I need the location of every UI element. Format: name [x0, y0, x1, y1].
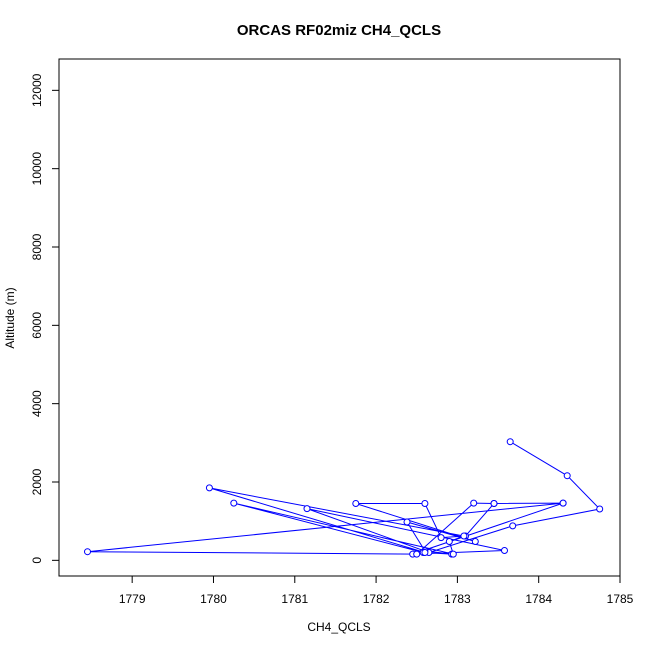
x-tick-label: 1783 [444, 592, 471, 606]
data-point [449, 550, 457, 558]
data-point [460, 532, 468, 540]
data-point [230, 499, 238, 507]
data-point [352, 500, 360, 507]
data-point [490, 500, 498, 507]
data-point [563, 472, 571, 480]
y-axis-label: Altitude (m) [3, 287, 17, 348]
data-point [403, 518, 411, 526]
series-layer [84, 438, 604, 558]
plot-frame [58, 58, 621, 577]
y-tick-label: 12000 [30, 73, 44, 107]
series-line [87, 441, 601, 555]
y-tick-label: 8000 [30, 233, 44, 260]
x-axis-label: CH4_QCLS [307, 620, 370, 634]
data-point [421, 500, 429, 507]
y-tick-label: 6000 [30, 312, 44, 339]
data-point [413, 550, 421, 558]
data-point [471, 538, 479, 545]
data-point [421, 549, 429, 556]
y-tick-label: 10000 [30, 152, 44, 186]
data-point [445, 538, 453, 545]
data-point [437, 534, 445, 542]
y-tick-label: 4000 [30, 390, 44, 417]
data-point [501, 547, 508, 554]
chart-title: ORCAS RF02miz CH4_QCLS [237, 22, 441, 39]
data-point [84, 548, 91, 556]
data-point [470, 499, 478, 507]
data-point [559, 499, 567, 507]
x-tick-label: 1779 [119, 592, 146, 606]
data-point [596, 505, 604, 513]
x-tick-label: 1781 [281, 592, 308, 606]
x-axis: 1779 1780 1781 1782 1783 1784 1785 [119, 575, 634, 606]
data-point [205, 484, 213, 492]
y-tick-label: 0 [30, 557, 44, 564]
data-point [506, 438, 514, 446]
y-axis: 0 2000 4000 6000 8000 10000 12000 [30, 73, 60, 564]
y-tick-label: 2000 [30, 468, 44, 495]
x-tick-label: 1782 [363, 592, 390, 606]
x-tick-label: 1784 [525, 592, 552, 606]
x-tick-label: 1785 [607, 592, 634, 606]
data-point [303, 505, 311, 513]
data-point [509, 522, 517, 530]
x-tick-label: 1780 [200, 592, 227, 606]
